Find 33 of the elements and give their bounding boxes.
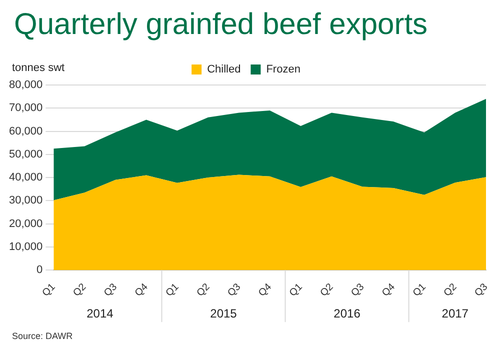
y-tick-label: 70,000 bbox=[8, 102, 43, 114]
source-note: Source: DAWR bbox=[12, 331, 73, 341]
x-tick-label: Q1 bbox=[164, 281, 182, 299]
x-tick-label: Q3 bbox=[349, 281, 367, 299]
x-tick-label: Q3 bbox=[226, 281, 244, 299]
legend-label: Chilled bbox=[207, 64, 241, 76]
y-tick-label: 80,000 bbox=[8, 79, 43, 92]
text: 2014 bbox=[86, 306, 114, 320]
y-tick-label: 50,000 bbox=[8, 148, 43, 160]
y-axis-title: tonnes swt bbox=[12, 62, 65, 74]
y-tick-label: 30,000 bbox=[8, 194, 43, 207]
y-tick-label: 60,000 bbox=[8, 125, 43, 138]
x-tick-label: Q4 bbox=[380, 281, 398, 299]
text: 2016 bbox=[334, 306, 361, 320]
x-tick-label: Q2 bbox=[442, 281, 460, 299]
text: 2015 bbox=[210, 306, 238, 320]
x-tick-label: Q3 bbox=[102, 281, 120, 299]
x-tick-label: Q2 bbox=[318, 281, 336, 299]
chart-title: Quarterly grainfed beef exports bbox=[13, 7, 429, 43]
text: 2017 bbox=[442, 306, 469, 320]
y-tick-label: 10,000 bbox=[8, 240, 43, 253]
x-tick-label: Q2 bbox=[71, 281, 89, 299]
x-tick-label: Q1 bbox=[288, 281, 306, 299]
y-tick-label: 20,000 bbox=[8, 218, 43, 230]
x-tick-label: Q4 bbox=[256, 281, 274, 299]
x-tick-label: Q2 bbox=[194, 281, 212, 299]
y-tick-label: 40,000 bbox=[8, 172, 43, 184]
x-tick-label: Q1 bbox=[40, 281, 58, 299]
y-tick-label: 0 bbox=[36, 264, 43, 276]
x-tick-label: Q3 bbox=[472, 281, 490, 299]
x-tick-label: Q4 bbox=[133, 281, 151, 299]
x-tick-label: Q1 bbox=[411, 281, 429, 299]
legend-label: Frozen bbox=[266, 64, 300, 76]
